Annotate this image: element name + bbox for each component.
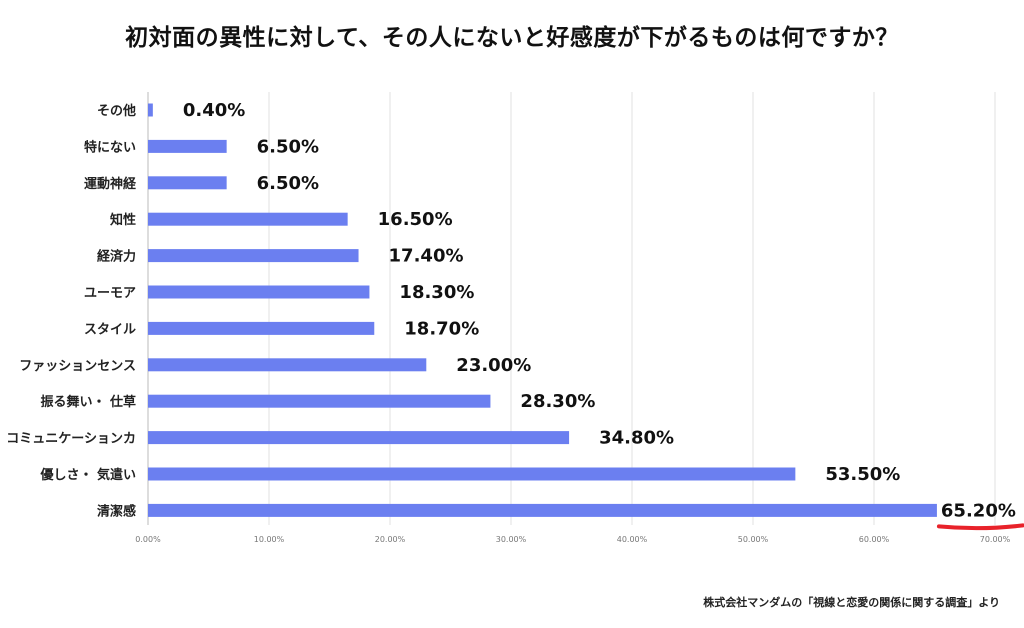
value-label: 65.20%	[941, 500, 1016, 521]
value-label: 23.00%	[456, 355, 531, 376]
category-label: ファッションセンス	[19, 359, 136, 374]
x-tick-labels: 0.00% 10.00% 20.00% 30.00% 40.00% 50.00% 60.00…	[135, 535, 1010, 544]
value-label: 17.40%	[389, 246, 464, 267]
value-label: 18.70%	[404, 318, 479, 339]
value-label: 0.40%	[183, 100, 245, 121]
x-tick-label: 30.00%	[496, 535, 527, 544]
bar	[148, 394, 491, 408]
value-label: 53.50%	[825, 464, 900, 485]
bar	[148, 503, 937, 517]
highlight-stroke	[936, 523, 1024, 531]
bar	[148, 139, 227, 153]
category-label: 振る舞い・ 仕草	[40, 394, 136, 410]
chart-title: 初対面の異性に対して、その人にないと好感度が下がるものは何ですか？	[125, 25, 899, 51]
value-label: 34.80%	[599, 428, 674, 449]
category-label: ユーモア	[84, 286, 136, 301]
category-label: コミュニケーションカ	[6, 432, 136, 447]
bar	[148, 212, 348, 226]
x-tick-label: 70.00%	[980, 535, 1011, 544]
category-label: 特にない	[84, 139, 136, 155]
value-label: 28.30%	[520, 391, 595, 412]
bars	[148, 103, 937, 517]
category-label: 優しさ・ 気遣い	[39, 467, 136, 483]
bar	[148, 176, 227, 190]
bar	[148, 467, 796, 481]
bar	[148, 321, 375, 335]
bar	[148, 249, 359, 263]
category-label: 知性	[110, 212, 136, 228]
x-tick-label: 60.00%	[859, 535, 890, 544]
bar	[148, 358, 427, 372]
grid-lines	[147, 92, 996, 525]
value-label: 18.30%	[399, 282, 474, 303]
value-labels: 0.40% 6.50% 6.50% 16.50% 17.40% 18.30% 18.70% 2…	[183, 100, 1016, 521]
x-tick-label: 10.00%	[254, 535, 285, 544]
x-tick-label: 40.00%	[617, 535, 648, 544]
category-label: スタイル	[84, 322, 136, 337]
bar	[148, 103, 153, 117]
bar	[148, 285, 370, 299]
category-label: 清潔感	[97, 503, 136, 519]
source-note: 株式会社マンダムの「視線と恋愛の関係に関する調査」より	[703, 596, 1000, 609]
x-tick-label: 50.00%	[738, 535, 769, 544]
x-tick-label: 0.00%	[135, 535, 161, 544]
x-tick-label: 20.00%	[375, 535, 406, 544]
bar	[148, 431, 570, 445]
category-label: 運動神経	[84, 176, 137, 192]
value-label: 16.50%	[378, 209, 453, 230]
highlight-underline	[936, 523, 1024, 531]
category-label: その他	[97, 103, 136, 119]
value-label: 6.50%	[257, 136, 319, 157]
category-label: 経済力	[97, 249, 136, 265]
value-label: 6.50%	[257, 173, 319, 194]
